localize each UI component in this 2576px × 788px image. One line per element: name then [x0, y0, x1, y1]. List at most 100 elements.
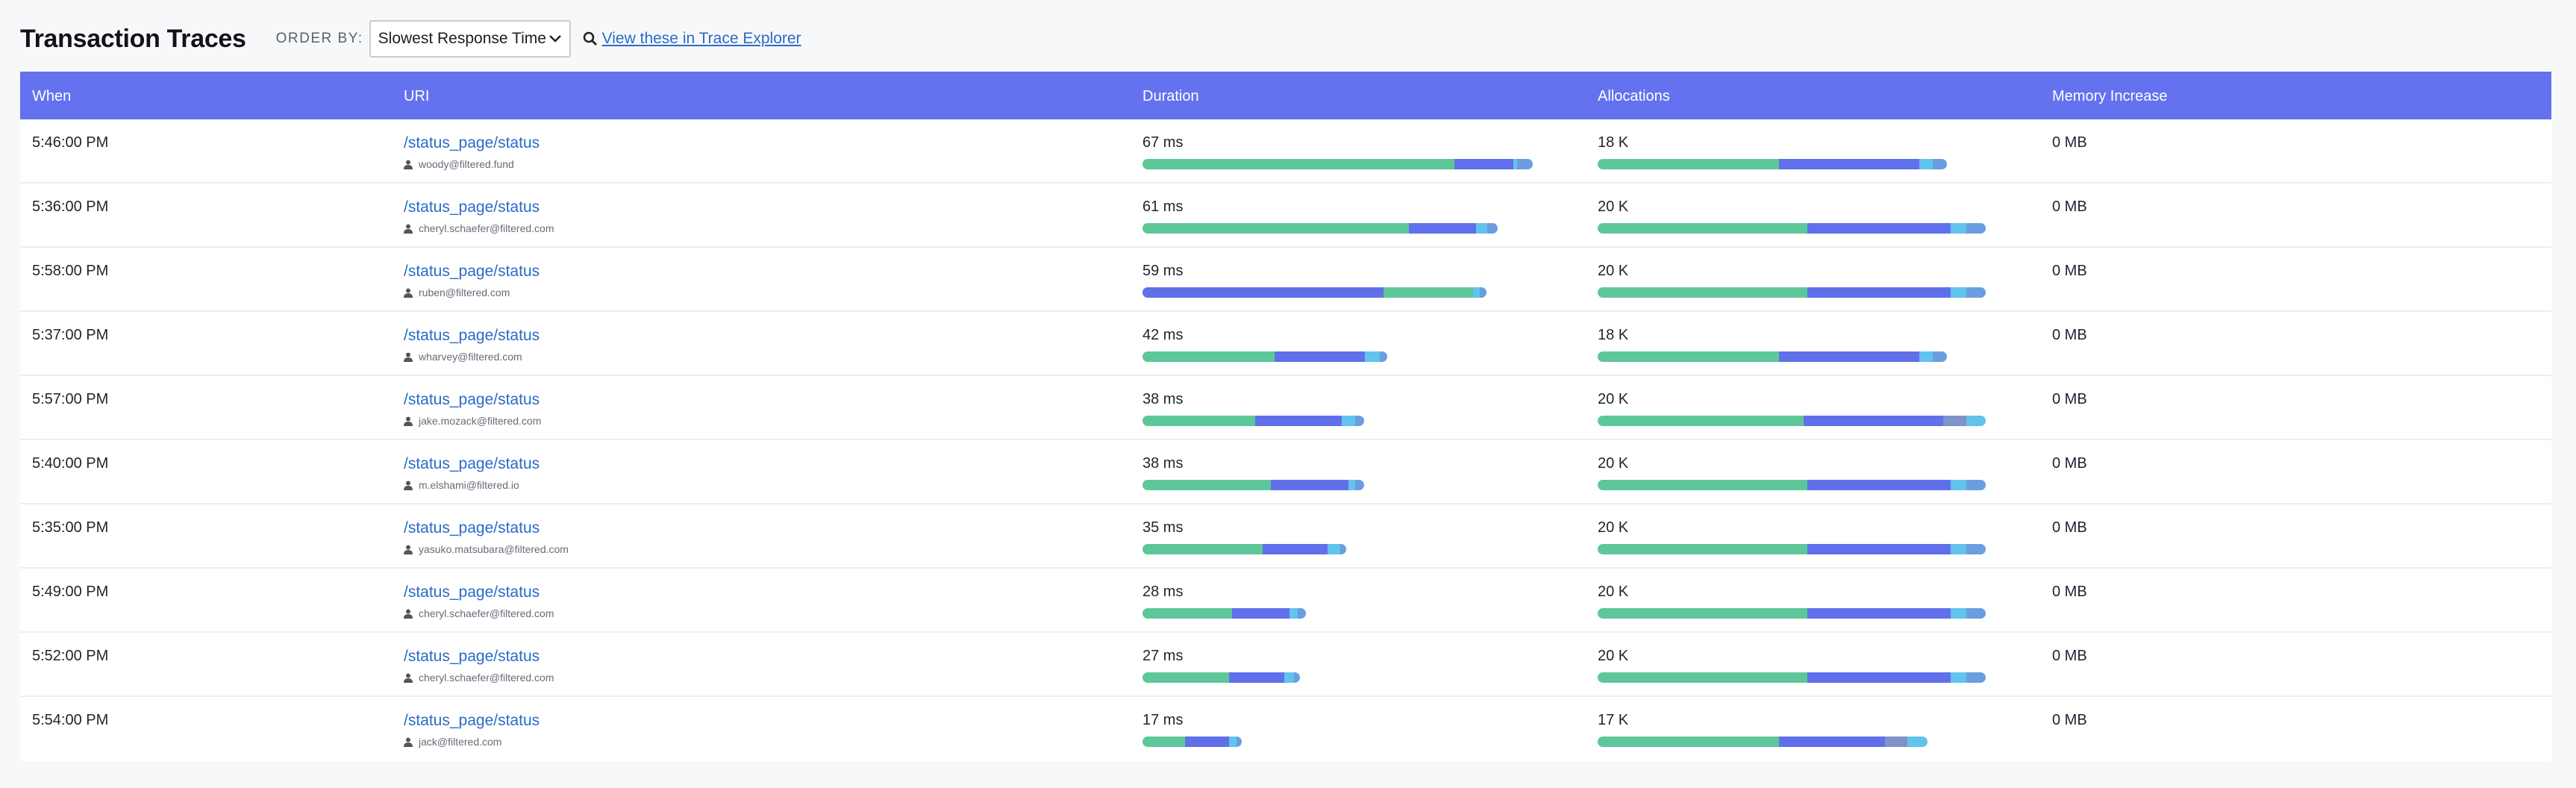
column-header-uri[interactable]: URI: [404, 88, 430, 104]
allocations-value: 20 K: [1598, 519, 1629, 536]
bar-segment: [1598, 223, 1807, 234]
user-email: yasuko.matsubara@filtered.com: [419, 543, 569, 555]
user-icon: [404, 352, 413, 362]
table-row[interactable]: 5:40:00 PM /status_page/status m.elshami…: [20, 440, 2551, 504]
allocations-cell: 20 K: [1598, 391, 1986, 426]
user-icon: [404, 160, 413, 169]
duration-value: 38 ms: [1142, 391, 1184, 407]
user-email: cheryl.schaefer@filtered.com: [419, 222, 554, 234]
transaction-traces-table: When URI Duration Allocations Memory Inc…: [20, 72, 2551, 761]
bar-segment: [1951, 672, 1966, 683]
allocations-bar: [1598, 287, 1986, 298]
user-icon: [404, 609, 413, 619]
table-row[interactable]: 5:57:00 PM /status_page/status jake.moza…: [20, 376, 2551, 440]
column-header-duration[interactable]: Duration: [1142, 88, 1199, 104]
allocations-bar: [1598, 608, 1986, 619]
bar-segment: [1185, 737, 1229, 747]
bar-segment: [1355, 416, 1364, 426]
table-row[interactable]: 5:35:00 PM /status_page/status yasuko.ma…: [20, 504, 2551, 569]
duration-cell: 38 ms: [1142, 391, 1364, 426]
bar-segment: [1380, 351, 1387, 362]
uri-link[interactable]: /status_page/status: [404, 584, 540, 601]
allocations-value: 20 K: [1598, 198, 1629, 215]
user-icon: [404, 416, 413, 426]
allocations-value: 20 K: [1598, 455, 1629, 472]
user-icon: [404, 673, 413, 683]
order-by-value: Slowest Response Time: [378, 30, 546, 47]
duration-value: 28 ms: [1142, 584, 1184, 600]
uri-link[interactable]: /status_page/status: [404, 648, 540, 665]
order-by-select[interactable]: Slowest Response Time: [369, 20, 571, 57]
bar-segment: [1807, 223, 1951, 234]
bar-segment: [1284, 672, 1294, 683]
duration-cell: 67 ms: [1142, 134, 1533, 169]
uri-link[interactable]: /status_page/status: [404, 519, 540, 537]
bar-segment: [1966, 480, 1986, 490]
table-row[interactable]: 5:52:00 PM /status_page/status cheryl.sc…: [20, 633, 2551, 697]
user-icon: [404, 737, 413, 747]
uri-link[interactable]: /status_page/status: [404, 391, 540, 408]
duration-bar: [1142, 608, 1306, 619]
bar-segment: [1907, 737, 1928, 747]
memory-increase-cell: 0 MB: [2052, 263, 2087, 279]
user-icon: [404, 545, 413, 554]
bar-segment: [1454, 159, 1513, 169]
user-email: wharvey@filtered.com: [419, 351, 522, 363]
allocations-bar: [1598, 737, 1928, 747]
bar-segment: [1342, 416, 1356, 426]
chevron-down-icon: [548, 30, 562, 48]
bar-segment: [1142, 223, 1409, 234]
bar-segment: [1142, 287, 1384, 298]
duration-bar: [1142, 672, 1300, 683]
bar-segment: [1142, 544, 1263, 554]
duration-bar: [1142, 416, 1364, 426]
uri-link[interactable]: /status_page/status: [404, 134, 540, 151]
bar-segment: [1966, 223, 1986, 234]
user-info: jack@filtered.com: [404, 736, 540, 748]
bar-segment: [1779, 159, 1919, 169]
bar-segment: [1807, 672, 1951, 683]
table-row[interactable]: 5:46:00 PM /status_page/status woody@fil…: [20, 119, 2551, 184]
column-header-allocations[interactable]: Allocations: [1598, 88, 1670, 104]
duration-value: 59 ms: [1142, 263, 1184, 279]
column-header-memory-increase[interactable]: Memory Increase: [2052, 88, 2168, 104]
bar-segment: [1933, 351, 1947, 362]
user-info: woody@filtered.fund: [404, 158, 540, 170]
bar-segment: [1951, 480, 1966, 490]
bar-segment: [1348, 480, 1356, 490]
uri-link[interactable]: /status_page/status: [404, 263, 540, 280]
bar-segment: [1807, 480, 1951, 490]
bar-segment: [1598, 416, 1804, 426]
table-row[interactable]: 5:36:00 PM /status_page/status cheryl.sc…: [20, 184, 2551, 248]
user-email: jack@filtered.com: [419, 736, 502, 748]
bar-segment: [1142, 608, 1233, 619]
duration-value: 35 ms: [1142, 519, 1184, 536]
column-header-when[interactable]: When: [32, 88, 72, 104]
table-row[interactable]: 5:54:00 PM /status_page/status jack@filt…: [20, 697, 2551, 761]
bar-segment: [1383, 287, 1473, 298]
uri-link[interactable]: /status_page/status: [404, 712, 540, 729]
uri-link[interactable]: /status_page/status: [404, 198, 540, 216]
table-row[interactable]: 5:58:00 PM /status_page/status ruben@fil…: [20, 248, 2551, 312]
duration-cell: 28 ms: [1142, 584, 1306, 619]
search-icon: [583, 31, 598, 46]
when-cell: 5:35:00 PM: [32, 519, 109, 536]
user-email: cheryl.schaefer@filtered.com: [419, 607, 554, 619]
uri-link[interactable]: /status_page/status: [404, 327, 540, 344]
memory-increase-cell: 0 MB: [2052, 327, 2087, 343]
bar-segment: [1919, 159, 1933, 169]
duration-value: 42 ms: [1142, 327, 1184, 343]
allocations-bar: [1598, 544, 1986, 554]
duration-cell: 42 ms: [1142, 327, 1387, 362]
bar-segment: [1598, 737, 1780, 747]
bar-segment: [1142, 672, 1230, 683]
bar-segment: [1255, 416, 1342, 426]
table-row[interactable]: 5:49:00 PM /status_page/status cheryl.sc…: [20, 569, 2551, 633]
uri-link[interactable]: /status_page/status: [404, 455, 540, 472]
table-row[interactable]: 5:37:00 PM /status_page/status wharvey@f…: [20, 312, 2551, 376]
trace-explorer-link[interactable]: View these in Trace Explorer: [601, 30, 801, 47]
allocations-bar: [1598, 416, 1986, 426]
bar-segment: [1476, 223, 1487, 234]
bar-segment: [1228, 737, 1237, 747]
bar-segment: [1486, 223, 1498, 234]
